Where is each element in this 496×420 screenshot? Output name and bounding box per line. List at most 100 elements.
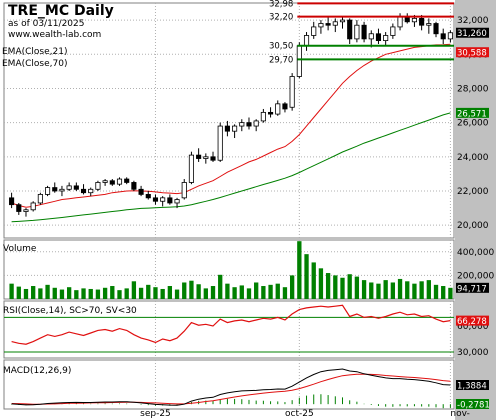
candle-body [66, 185, 72, 190]
candle-body [440, 33, 446, 40]
volume-bar [397, 278, 403, 299]
volume-bar [369, 282, 374, 299]
candle-body [174, 199, 180, 204]
candle-body [181, 182, 187, 199]
volume-bar [16, 286, 21, 299]
level-label: 29,70 [269, 55, 293, 65]
ema70-value-label: 26,571 [457, 109, 487, 119]
ema70-value-label-bg [456, 107, 489, 118]
pane-frame-rsi [3, 300, 455, 359]
volume-bar [340, 277, 345, 299]
volume-title: Volume [3, 244, 37, 254]
price-pane: 32,98 32,20 30,50 29,70 [9, 0, 454, 223]
volume-bar [347, 274, 352, 299]
x-tick-label: oct-25 [285, 409, 314, 419]
candle-body [73, 185, 79, 190]
candle-body [239, 122, 245, 127]
pane-frame-macd [3, 359, 455, 410]
volume-bar [275, 283, 280, 299]
x-tick-label: sep-25 [140, 409, 171, 419]
volume-bar [59, 289, 65, 299]
candle-body [138, 188, 144, 195]
ema21-value-label: 30,588 [457, 49, 487, 59]
volume-bar [131, 281, 137, 299]
volume-bar [182, 282, 187, 299]
candle-body [217, 125, 223, 161]
volume-last-label-bg [456, 282, 489, 293]
candle-body [347, 19, 353, 40]
volume-bar [282, 287, 288, 299]
legend-ema21: EMA(Close,21) [2, 47, 68, 57]
candle-body [203, 156, 209, 159]
pane-frame-price [3, 2, 455, 239]
rsi-title: RSI(Close,14), SC>70, SV<30 [3, 306, 137, 316]
candle-body [109, 180, 115, 185]
candle-body [311, 26, 317, 36]
volume-bar [167, 286, 173, 299]
volume-pane [9, 241, 453, 299]
rsi-pane [4, 304, 454, 353]
candle-body [152, 197, 159, 202]
candle-body [188, 154, 194, 183]
candle-body [232, 125, 238, 132]
volume-bar [239, 285, 244, 299]
price-y-tick: 32,000 [457, 16, 489, 26]
volume-bar [318, 268, 324, 299]
candle-body [196, 154, 202, 159]
volume-bar [390, 282, 396, 299]
rsi-line [11, 304, 451, 345]
volume-bar [124, 288, 129, 299]
candle-body [145, 194, 151, 199]
volume-bar [246, 288, 252, 299]
candle-body [246, 122, 252, 127]
volume-bar [333, 275, 338, 299]
candle-body [275, 103, 281, 115]
volume-bar [218, 274, 223, 299]
volume-bar [261, 286, 266, 299]
ema21-value-label-bg [456, 47, 489, 58]
price-y-tick: 26,000 [457, 119, 489, 129]
candle-body [375, 33, 382, 42]
axis-labels: sep-25 oct-25 nov- 32,000 30,000 28,000 26,000… [140, 16, 494, 419]
candle-body [59, 188, 65, 192]
volume-bar [448, 287, 453, 299]
volume-bar [254, 282, 259, 299]
volume-bar [117, 290, 122, 299]
candle-body [332, 21, 338, 26]
volume-bar [146, 284, 151, 299]
volume-bar [203, 288, 208, 299]
candle-body [289, 76, 295, 108]
candle-body [419, 17, 425, 26]
volume-bar [297, 241, 302, 299]
volume-bar [95, 289, 101, 299]
candle-body [102, 180, 108, 183]
ema21-line [11, 43, 451, 208]
legend-ema70: EMA(Close,70) [2, 59, 68, 69]
volume-bar [210, 286, 216, 299]
price-y-tick: 24,000 [457, 153, 489, 163]
candle-body [16, 204, 22, 212]
candle-body [354, 24, 360, 40]
volume-bar [225, 283, 230, 299]
candle-body [296, 45, 302, 77]
candle-body [253, 120, 259, 127]
candle-body [88, 188, 94, 194]
candle-body [411, 17, 417, 23]
volume-bar [289, 275, 295, 299]
volume-bar [38, 288, 43, 299]
price-y-tick: 28,000 [457, 84, 489, 94]
candle-body [131, 182, 137, 190]
last-close-label-bg [456, 27, 489, 38]
candle-body [224, 125, 230, 132]
candle-body [426, 23, 432, 26]
candle-body [160, 197, 166, 202]
candle-body [282, 103, 288, 110]
candle-body [268, 111, 274, 115]
candle-body [167, 197, 173, 204]
candle-body [210, 156, 216, 161]
volume-bar [31, 286, 36, 299]
volume-bar [361, 280, 367, 299]
volume-y-tick: 400,000 [457, 248, 494, 258]
value-axis-strip [455, 0, 496, 420]
